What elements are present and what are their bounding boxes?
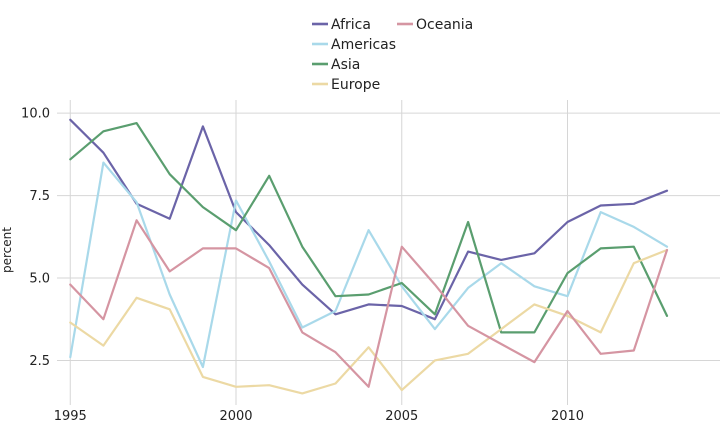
series-layer xyxy=(69,118,669,395)
x-tick-label: 2005 xyxy=(385,409,418,424)
legend: Africa Americas Asia Europe Oceania xyxy=(312,17,473,93)
x-tick-label: 1995 xyxy=(54,409,87,424)
legend-label-oceania: Oceania xyxy=(416,17,473,33)
y-tick-label: 10.0 xyxy=(21,107,50,122)
x-tick-label: 2010 xyxy=(551,409,584,424)
y-tick-label: 7.5 xyxy=(29,189,50,204)
y-axis-title: percent xyxy=(0,227,14,273)
grid-layer xyxy=(57,100,720,405)
legend-label-asia: Asia xyxy=(331,57,360,73)
legend-label-africa: Africa xyxy=(331,17,371,33)
tick-layer: 2.5 5.0 7.5 10.0 1995 2000 2005 2010 xyxy=(21,107,584,424)
series-line-americas xyxy=(69,161,669,369)
x-tick-label: 2000 xyxy=(219,409,252,424)
series-line-asia xyxy=(69,121,669,334)
legend-label-europe: Europe xyxy=(331,77,380,93)
y-tick-label: 2.5 xyxy=(29,354,50,369)
series-line-africa xyxy=(69,118,669,321)
legend-label-americas: Americas xyxy=(331,37,396,53)
y-tick-label: 5.0 xyxy=(29,272,50,287)
series-line-oceania xyxy=(69,219,669,388)
series-line-europe xyxy=(69,248,669,395)
